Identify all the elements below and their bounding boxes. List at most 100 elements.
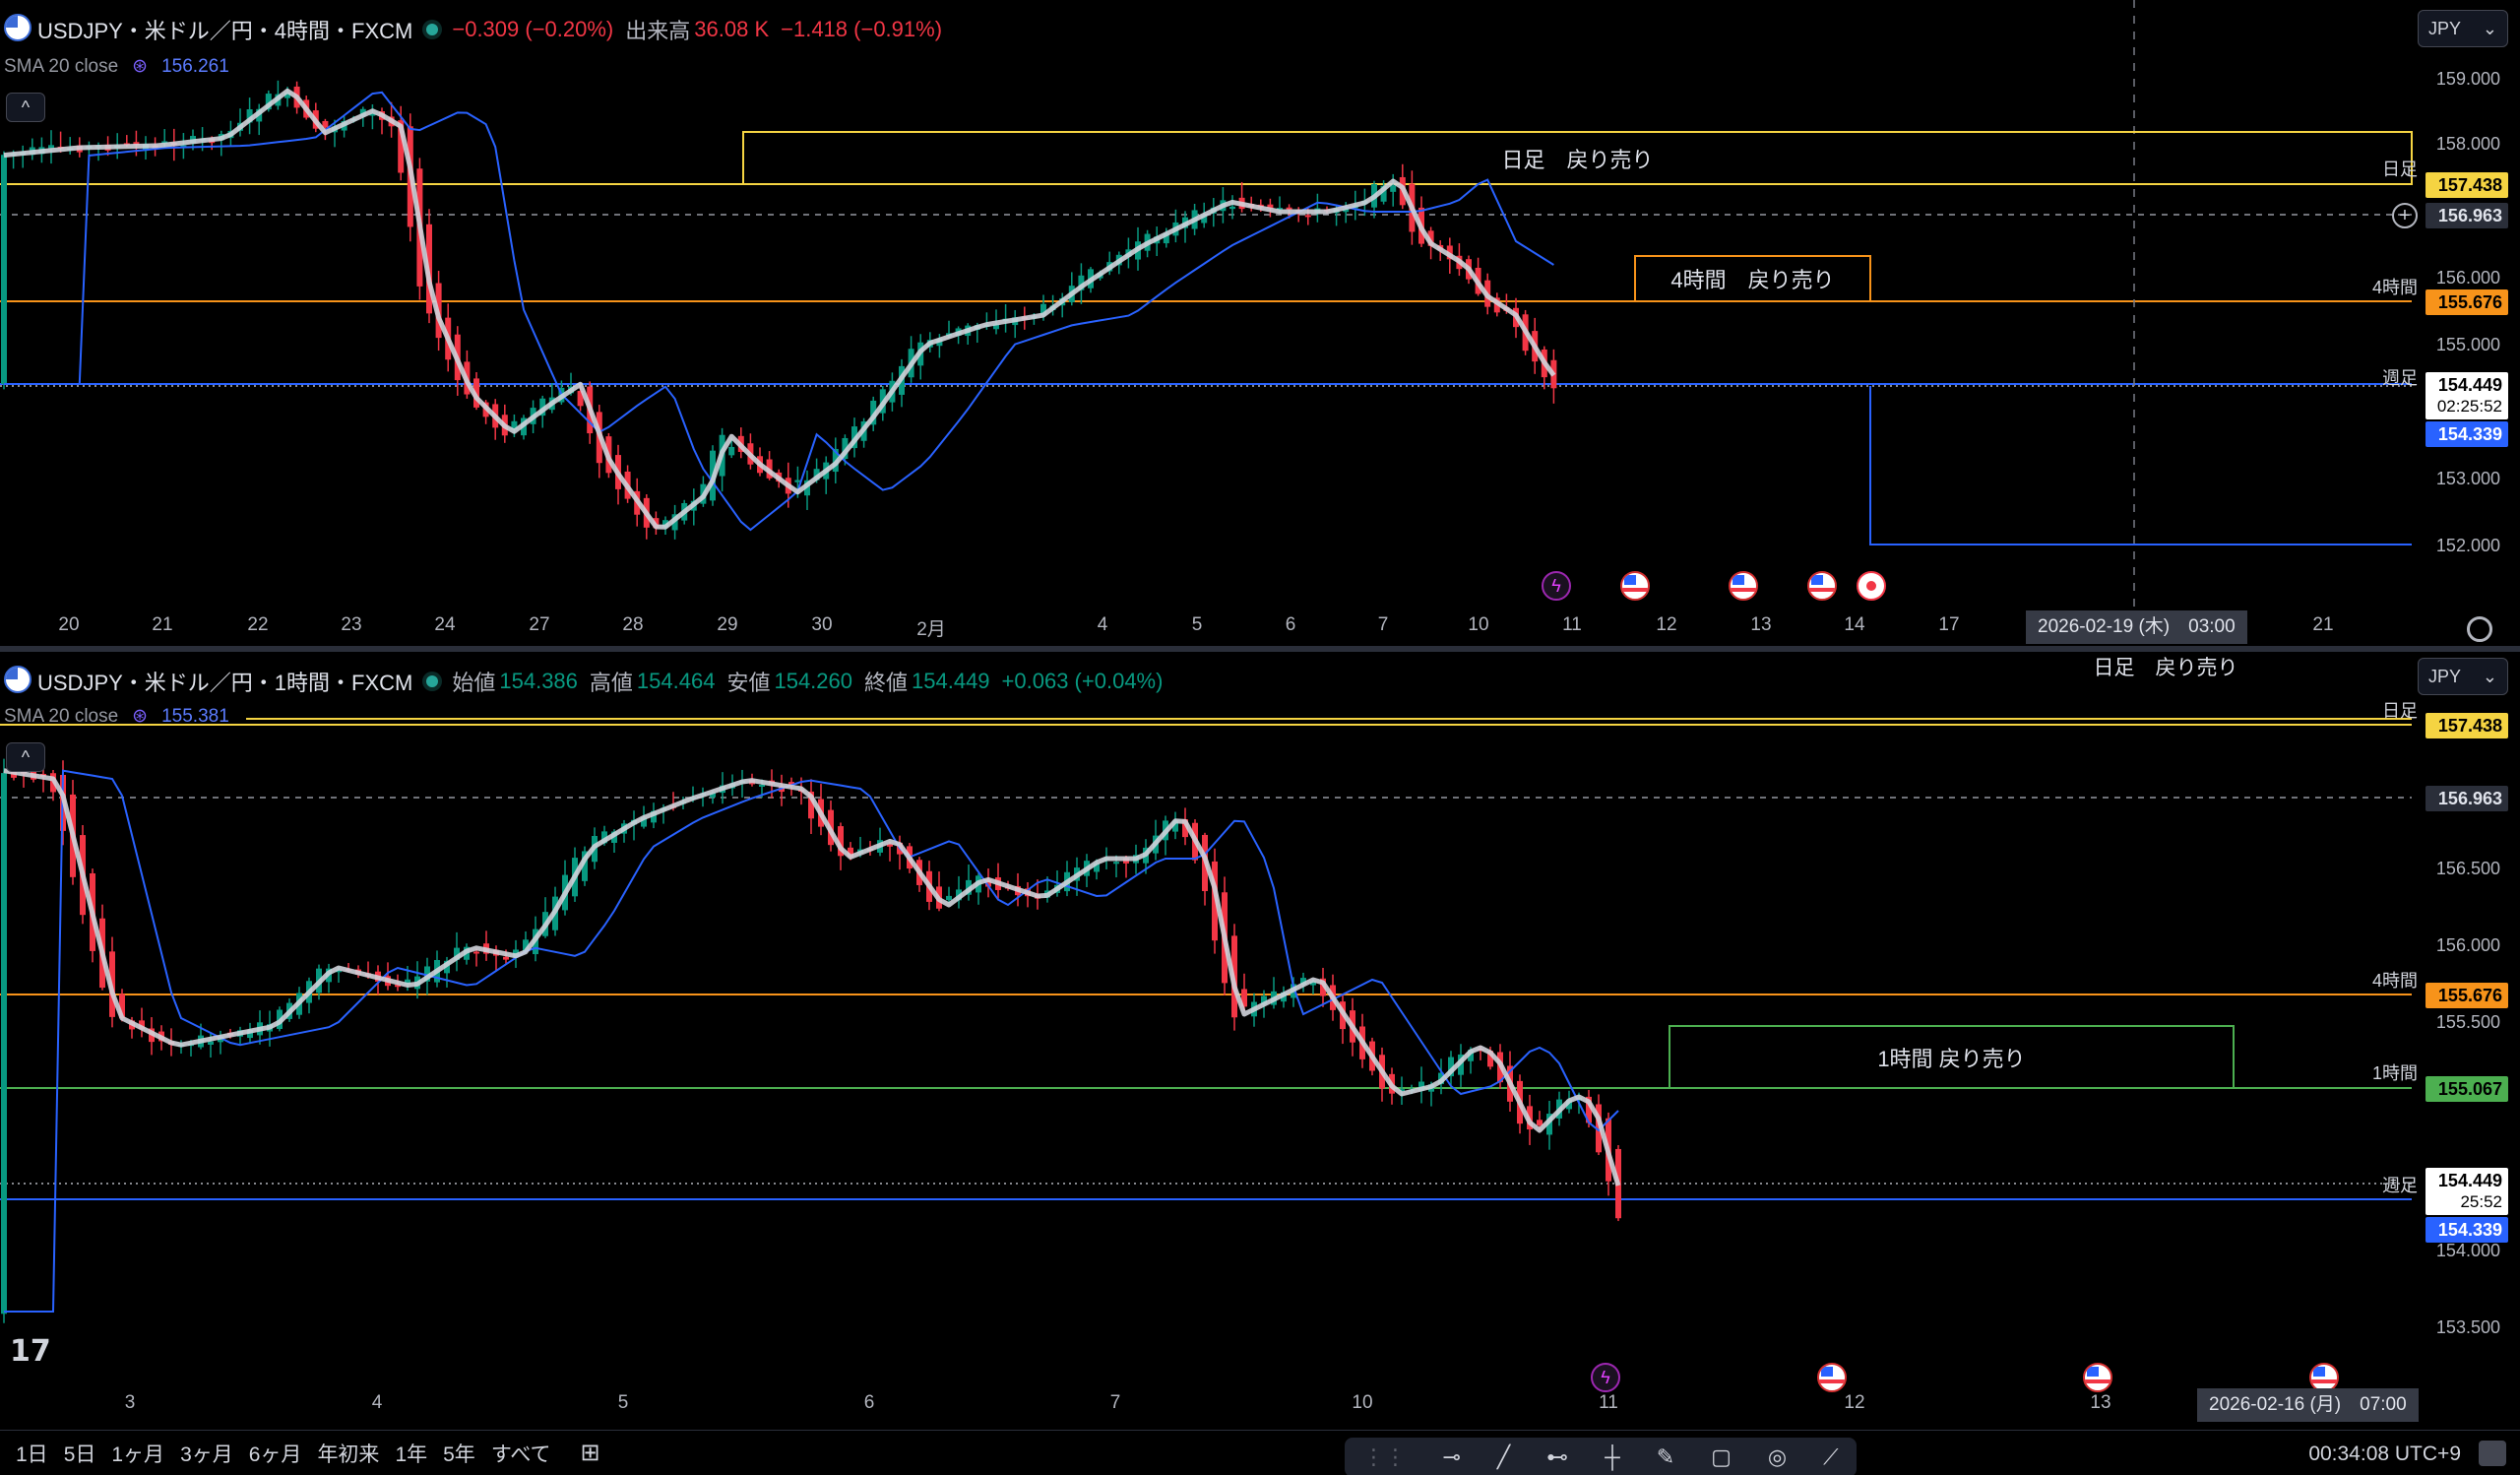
candle-body bbox=[1586, 1096, 1592, 1123]
daily-zone-label: 日足 戻り売り bbox=[2093, 657, 2238, 679]
daily-price-tag: 157.438 bbox=[2426, 713, 2508, 738]
us-flag-event-icon[interactable] bbox=[1620, 571, 1650, 601]
candle-body bbox=[1380, 185, 1387, 202]
candle-body bbox=[1, 155, 7, 384]
currency-value: JPY bbox=[2428, 18, 2462, 38]
chart-pane-1h[interactable]: USDJPY・米ドル／円・1時間・FXCM 始値 154.386 高値 154.… bbox=[0, 652, 2520, 1430]
candle-body bbox=[1, 773, 7, 1315]
layout-toggle-icon[interactable] bbox=[2479, 1441, 2506, 1466]
sma-settings-icon[interactable]: ⊛ bbox=[132, 56, 149, 77]
candle-body bbox=[322, 120, 329, 128]
candle-body bbox=[265, 94, 272, 110]
candle-body bbox=[1320, 978, 1326, 996]
currency-select[interactable]: JPY ⌄ bbox=[2418, 658, 2508, 695]
horizontal-ray-tool-icon[interactable]: ⊷ bbox=[1546, 1444, 1569, 1469]
daily-sell-zone[interactable] bbox=[742, 131, 2413, 185]
h1-price-tag: 155.067 bbox=[2426, 1076, 2508, 1102]
time-axis-label: 11 bbox=[1562, 614, 1582, 635]
sma-settings-icon[interactable]: ⊛ bbox=[132, 706, 149, 727]
measure-tool-icon[interactable]: ◎ bbox=[1767, 1444, 1788, 1469]
range-5y-button[interactable]: 5年 bbox=[443, 1443, 475, 1466]
sma-legend-1h[interactable]: SMA 20 close ⊛ 155.381 bbox=[4, 705, 229, 728]
fib-tool-icon[interactable]: ⟋ bbox=[1823, 1444, 1839, 1469]
h1-zone-label: 1時間 戻り売り bbox=[1877, 1046, 2026, 1071]
horizontal-line-tool-icon[interactable]: ⊸ bbox=[1442, 1444, 1461, 1469]
price-axis-label: 153.000 bbox=[2435, 469, 2500, 488]
weekly-price-tag: 154.339 bbox=[2426, 421, 2508, 447]
price-chart-1h[interactable] bbox=[0, 652, 2520, 1430]
h4-sell-zone[interactable] bbox=[1634, 255, 1871, 302]
candle-body bbox=[577, 391, 584, 407]
sma-value: 155.381 bbox=[161, 705, 229, 727]
collapse-legend-button[interactable]: ^ bbox=[6, 742, 45, 772]
candle-body bbox=[946, 895, 952, 901]
chart-pane-4h[interactable]: USDJPY・米ドル／円・4時間・FXCM −0.309 (−0.20%) 出来… bbox=[0, 0, 2520, 646]
range-1y-button[interactable]: 1年 bbox=[395, 1443, 428, 1466]
candle-body bbox=[1201, 215, 1208, 224]
candle-body bbox=[848, 847, 853, 858]
h1-line-label: 1時間 bbox=[2371, 1063, 2418, 1083]
bar-countdown: 25:52 bbox=[2460, 1192, 2502, 1211]
candle-body bbox=[641, 817, 647, 827]
tradingview-logo[interactable]: 𝟭𝟳 bbox=[10, 1335, 51, 1368]
price-chart-4h[interactable] bbox=[0, 0, 2520, 646]
candle-body bbox=[1596, 1104, 1602, 1153]
us-flag-event-icon[interactable] bbox=[1817, 1363, 1847, 1392]
range-ytd-button[interactable]: 年初来 bbox=[317, 1443, 380, 1466]
us-flag-event-icon[interactable] bbox=[2083, 1363, 2112, 1392]
brush-tool-icon[interactable]: ✎ bbox=[1656, 1444, 1675, 1469]
us-flag-event-icon[interactable] bbox=[1729, 571, 1758, 601]
last-price-value: 154.449 bbox=[2437, 375, 2502, 395]
time-axis-label: 10 bbox=[1468, 614, 1489, 635]
range-5d-button[interactable]: 5日 bbox=[63, 1443, 96, 1466]
jp-flag-event-icon[interactable] bbox=[1857, 571, 1886, 601]
pane-divider[interactable] bbox=[0, 646, 2520, 652]
candles-1h bbox=[1, 758, 1621, 1323]
candle-body bbox=[1390, 185, 1397, 192]
last-price-tag: 154.449 25:52 bbox=[2426, 1168, 2508, 1215]
lightning-event-icon[interactable]: ϟ bbox=[1591, 1363, 1620, 1392]
last-price-tag: 154.449 02:25:52 bbox=[2426, 372, 2508, 419]
low-value: 154.260 bbox=[774, 669, 852, 693]
candle-body bbox=[1566, 1099, 1572, 1110]
price-axis-label: 156.000 bbox=[2435, 268, 2500, 288]
h1-sell-zone[interactable] bbox=[1669, 1025, 2235, 1089]
range-all-button[interactable]: すべて bbox=[490, 1443, 551, 1466]
candle-body bbox=[759, 784, 765, 787]
us-flag-event-icon[interactable] bbox=[2309, 1363, 2339, 1392]
time-axis-label: 28 bbox=[622, 614, 644, 635]
crosshair-date-label: 2026-02-19 (木) 03:00 bbox=[2026, 610, 2247, 644]
time-axis-label: 29 bbox=[717, 614, 738, 635]
symbol-title[interactable]: USDJPY・米ドル／円・1時間・FXCM bbox=[37, 671, 413, 695]
time-axis-label: 14 bbox=[1844, 614, 1865, 635]
sma-legend-4h[interactable]: SMA 20 close ⊛ 156.261 bbox=[4, 55, 229, 78]
time-axis-label: 5 bbox=[1191, 614, 1203, 635]
drag-handle-icon[interactable]: ⋮⋮ bbox=[1362, 1444, 1407, 1469]
price-axis-label: 158.000 bbox=[2435, 134, 2500, 154]
range-6m-button[interactable]: 6ヶ月 bbox=[248, 1443, 302, 1466]
currency-select[interactable]: JPY ⌄ bbox=[2418, 10, 2508, 47]
candle-body bbox=[1418, 1081, 1424, 1091]
price-axis-label: 154.000 bbox=[2435, 1241, 2500, 1260]
time-axis-label: 13 bbox=[2090, 1392, 2111, 1413]
collapse-legend-button[interactable]: ^ bbox=[6, 93, 45, 122]
trend-line-tool-icon[interactable]: ╱ bbox=[1496, 1444, 1511, 1469]
calendar-icon[interactable]: ⊞ bbox=[580, 1440, 600, 1466]
gear-icon[interactable] bbox=[2467, 616, 2492, 642]
candle-body bbox=[838, 826, 844, 857]
us-flag-event-icon[interactable] bbox=[1807, 571, 1837, 601]
range-1m-button[interactable]: 1ヶ月 bbox=[111, 1443, 165, 1466]
rectangle-tool-icon[interactable]: ▢ bbox=[1711, 1444, 1732, 1469]
candle-body bbox=[1304, 215, 1311, 218]
add-alert-icon[interactable]: + bbox=[2392, 203, 2418, 228]
candle-body bbox=[1468, 1050, 1474, 1061]
range-3m-button[interactable]: 3ヶ月 bbox=[180, 1443, 233, 1466]
lightning-event-icon[interactable]: ϟ bbox=[1542, 571, 1571, 601]
time-axis-label: 23 bbox=[341, 614, 362, 635]
vertical-line-tool-icon[interactable]: ┼ bbox=[1605, 1444, 1620, 1469]
price-axis-label: 156.500 bbox=[2435, 859, 2500, 878]
candle-body bbox=[1300, 978, 1306, 986]
symbol-title[interactable]: USDJPY・米ドル／円・4時間・FXCM bbox=[37, 19, 413, 43]
range-1d-button[interactable]: 1日 bbox=[16, 1443, 48, 1466]
candle-body bbox=[1537, 1120, 1543, 1125]
